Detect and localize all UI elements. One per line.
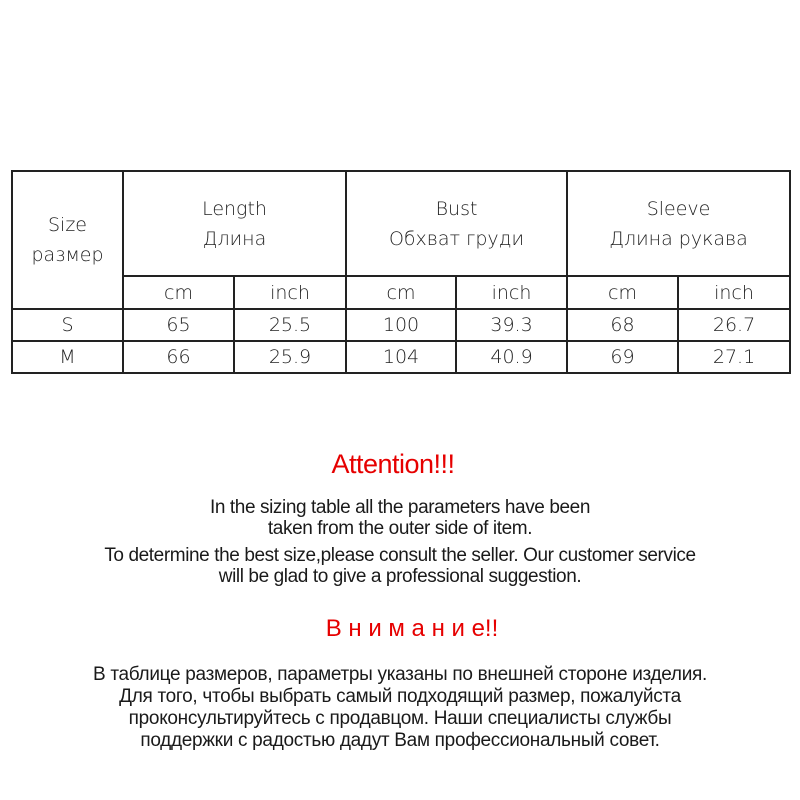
size-header-ru: размер [31,244,104,266]
value-cell: 66 [122,340,235,374]
size-cell: S [11,308,124,342]
bust-en: Bust [435,197,478,220]
units-row: cm inch cm inch cm inch [12,275,792,310]
length-en: Length [202,197,267,220]
value-cell: 40.9 [455,340,569,374]
size-header-en: Size [47,214,87,236]
value-cell: 65 [122,308,235,342]
notice-ru-line: проконсультируйтесь с продавцом. Наши сп… [128,708,672,729]
size-chart-table: Size размер Length Длина Bust Обхват груди … [11,170,792,374]
notice-en-line: In the sizing table all the parameters h… [209,497,591,518]
bust-ru: Обхват груди [388,227,525,250]
attention-title: Attention!!! [331,449,455,479]
bust-header: Bust Обхват груди [345,170,569,277]
header-row: Size размер Length Длина Bust Обхват груди … [11,170,792,310]
unit-cell: cm [345,275,458,310]
unit-cell: cm [566,275,680,310]
value-cell: 69 [566,340,680,374]
table-row: S 65 25.5 100 39.3 68 26.7 [11,308,792,342]
sleeve-ru: Длина рукава [609,227,748,250]
notice-en-line: will be glad to give a professional sugg… [218,566,582,587]
value-cell: 25.5 [232,308,348,342]
value-cell: 68 [566,308,680,342]
table-row: M 66 25.9 104 40.9 69 27.1 [11,340,792,374]
length-ru: Длина [202,227,267,250]
value-cell: 100 [345,308,458,342]
value-cell: 26.7 [677,308,792,342]
value-cell: 39.3 [455,308,569,342]
notice-ru-line: Для того, чтобы выбрать самый подходящий… [119,686,681,707]
unit-cell: inch [232,275,348,310]
notice-en-line: taken from the outer side of item. [267,518,533,539]
vnimanie-title: В н и м а н и е!! [325,615,499,642]
value-cell: 104 [345,340,458,374]
size-header: Size размер [11,170,124,310]
notice-ru-line: В таблице размеров, параметры указаны по… [93,664,707,685]
notice-ru-line: поддержки с радостью дадут Вам профессио… [140,730,660,751]
unit-cell: inch [455,275,569,310]
value-cell: 27.1 [677,340,792,374]
value-cell: 25.9 [232,340,348,374]
notice-en-line: To determine the best size,please consul… [104,545,696,566]
sleeve-en: Sleeve [646,197,711,220]
sleeve-header: Sleeve Длина рукава [566,170,792,277]
length-header: Length Длина [121,170,348,277]
size-cell: M [11,340,124,374]
unit-cell: inch [677,275,792,310]
unit-cell: cm [122,275,235,310]
